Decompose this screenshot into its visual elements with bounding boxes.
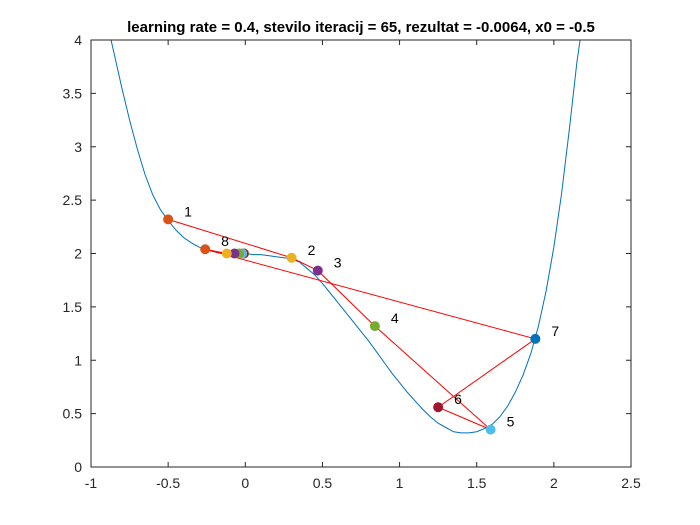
- y-tick-label: 2.5: [63, 192, 83, 208]
- point-label-1: 1: [184, 203, 192, 219]
- y-tick-label: 1: [74, 352, 82, 368]
- x-tick-label: 1.5: [467, 475, 487, 491]
- y-tick-label: 2: [74, 246, 82, 262]
- iteration-point-3: [312, 265, 323, 276]
- function-curve: [110, 39, 581, 434]
- iteration-point-5: [485, 424, 496, 435]
- points-layer: [163, 214, 541, 435]
- iteration-point-4: [369, 321, 380, 332]
- y-tick-label: 1.5: [63, 299, 83, 315]
- iteration-point-9: [221, 248, 232, 259]
- point-label-2: 2: [308, 242, 316, 258]
- x-tick-label: 2: [550, 475, 558, 491]
- iteration-point-1: [163, 214, 174, 225]
- x-tick-label: 0: [241, 475, 249, 491]
- y-tick-label: 0: [74, 459, 82, 475]
- chart-title: learning rate = 0.4, stevilo iteracij = …: [127, 19, 595, 36]
- x-axis: -1 -0.5 0 0.5 1 1.5 2 2.5: [85, 40, 641, 491]
- point-labels-layer: 1 2 3 4 5 6 7 8: [184, 203, 559, 429]
- x-tick-label: -0.5: [156, 475, 180, 491]
- y-tick-label: 0.5: [63, 406, 83, 422]
- point-label-6: 6: [454, 391, 462, 407]
- iteration-point-6: [433, 402, 444, 413]
- x-tick-label: -1: [85, 475, 98, 491]
- plot-area: [91, 40, 631, 467]
- iteration-point-8: [200, 244, 211, 255]
- y-tick-label: 3.5: [63, 85, 83, 101]
- iteration-point-2: [286, 252, 297, 263]
- y-tick-label: 4: [74, 32, 82, 48]
- point-label-8: 8: [221, 233, 229, 249]
- curve-layer: [110, 39, 581, 434]
- x-tick-label: 0.5: [313, 475, 333, 491]
- point-label-5: 5: [507, 414, 515, 430]
- point-label-7: 7: [551, 323, 559, 339]
- x-tick-label: 2.5: [621, 475, 641, 491]
- y-tick-label: 3: [74, 139, 82, 155]
- point-label-3: 3: [334, 255, 342, 271]
- y-axis: 0 0.5 1 1.5 2 2.5 3 3.5 4: [63, 32, 631, 475]
- x-tick-label: 1: [396, 475, 404, 491]
- point-label-4: 4: [391, 310, 399, 326]
- iteration-point-7: [530, 333, 541, 344]
